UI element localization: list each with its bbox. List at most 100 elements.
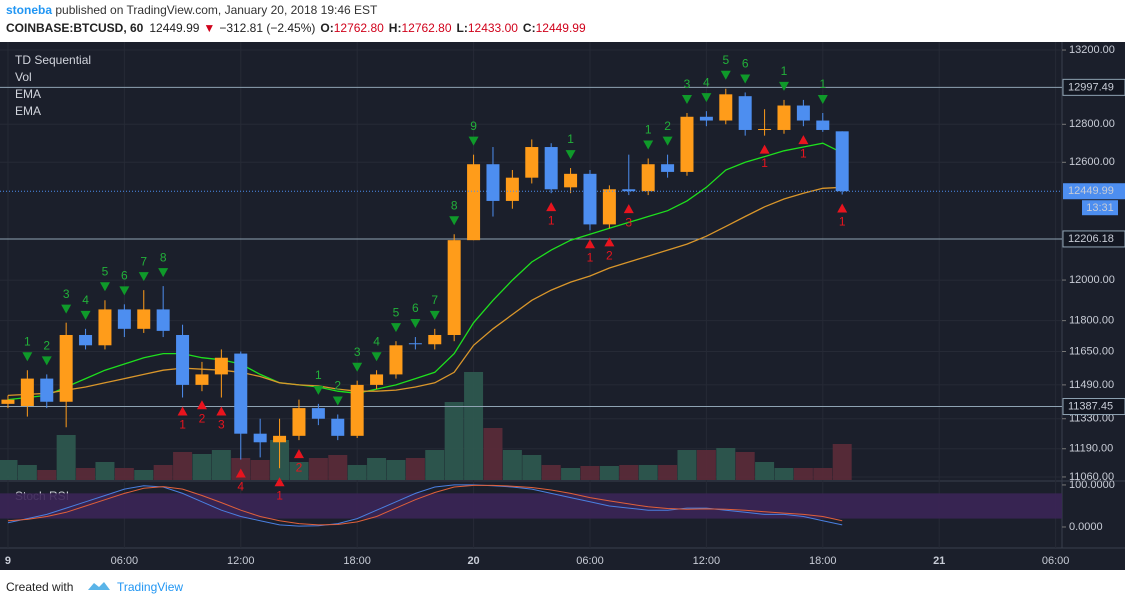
- td-triangle: [604, 237, 615, 247]
- header-line-2: COINBASE:BTCUSD, 60 12449.99 ▼ −312.81 (−2.…: [6, 21, 586, 35]
- td-count: 1: [781, 64, 788, 78]
- legend: TD Sequential Vol EMA EMA Stoch RSI: [15, 53, 91, 503]
- td-count: 2: [664, 119, 671, 133]
- td-count: 2: [199, 411, 206, 425]
- td-triangle: [293, 449, 304, 459]
- td-count: 1: [179, 418, 186, 432]
- last-price-label: 12449.99: [1068, 185, 1114, 197]
- stoch-band: [0, 493, 1062, 519]
- stoch-tick-label: 100.0000: [1069, 479, 1115, 491]
- candle-body: [408, 343, 422, 345]
- candle-body: [253, 433, 267, 443]
- td-count: 4: [237, 480, 244, 494]
- candle-body: [234, 353, 248, 434]
- td-triangle: [429, 310, 440, 320]
- td-count: 7: [431, 293, 438, 307]
- td-count: 1: [548, 213, 555, 227]
- volume-bar: [716, 448, 736, 480]
- td-count: 7: [140, 254, 147, 268]
- y-tick-label: 11330.00: [1069, 413, 1114, 425]
- td-triangle: [138, 272, 149, 282]
- legend-item[interactable]: Vol: [15, 70, 32, 84]
- volume-bar: [793, 468, 813, 480]
- author[interactable]: stoneba: [6, 3, 52, 17]
- td-triangle: [643, 140, 654, 150]
- y-tick-label: 13200.00: [1069, 44, 1115, 56]
- td-count: 8: [451, 198, 458, 212]
- volume-bar: [619, 465, 639, 480]
- candle-body: [661, 164, 675, 172]
- x-tick-label: 06:00: [576, 555, 604, 567]
- countdown: 13:31: [1086, 202, 1114, 214]
- y-tick-label: 11650.00: [1069, 345, 1114, 357]
- ohlc-key: H:: [389, 21, 402, 35]
- td-triangle: [390, 323, 401, 333]
- x-tick-label: 06:00: [1042, 555, 1070, 567]
- td-triangle: [449, 216, 460, 226]
- volume-bar: [386, 460, 406, 480]
- candle-body: [816, 120, 830, 130]
- stoch-line: [7, 484, 843, 527]
- candle-body: [59, 334, 73, 402]
- legend-item[interactable]: TD Sequential: [15, 53, 91, 67]
- candle-body: [273, 435, 287, 443]
- candle-body: [447, 240, 461, 335]
- candle-body: [505, 177, 519, 201]
- y-tick-label: 12600.00: [1069, 156, 1115, 168]
- volume-bar: [211, 450, 231, 480]
- y-tick-label: 11060.00: [1069, 471, 1114, 483]
- header-line-1: stoneba published on TradingView.com, Ja…: [6, 3, 378, 17]
- volume-bar: [580, 466, 600, 480]
- td-count: 1: [24, 334, 31, 348]
- last-price-box: [1063, 183, 1125, 200]
- down-arrow: ▼: [203, 21, 215, 35]
- td-count: 1: [839, 215, 846, 229]
- td-triangle: [332, 396, 343, 406]
- x-tick-label: 20: [467, 555, 479, 567]
- td-count: 5: [393, 305, 400, 319]
- y-tick-label: 11490.00: [1069, 379, 1114, 391]
- td-count: 3: [218, 418, 225, 432]
- candle-body: [98, 309, 112, 346]
- td-triangle: [274, 477, 285, 487]
- td-triangle: [196, 400, 207, 410]
- volume-bar: [308, 458, 328, 480]
- footer-created: Created with: [6, 580, 73, 594]
- td-triangle: [623, 204, 634, 214]
- tv-logo[interactable]: [88, 582, 110, 590]
- volume-bar: [696, 450, 716, 480]
- td-count: 4: [373, 334, 380, 348]
- volume-bar: [677, 450, 697, 480]
- footer-bg: [0, 570, 1125, 605]
- price-label-box: [1062, 398, 1125, 416]
- x-tick-label: 12:00: [693, 555, 721, 567]
- y-tick-label: 12000.00: [1069, 274, 1115, 286]
- candle-body: [641, 164, 655, 192]
- candle-body: [525, 147, 539, 178]
- y-tick-label: 12800.00: [1069, 118, 1115, 130]
- candle-body: [564, 173, 578, 188]
- published: published on TradingView.com, January 20…: [52, 3, 378, 17]
- candle-body: [758, 129, 772, 131]
- volume-bar: [367, 458, 387, 480]
- footer-brand[interactable]: TradingView: [117, 580, 183, 594]
- volume-bar: [405, 458, 425, 480]
- stoch-line: [7, 484, 843, 526]
- td-count: 8: [160, 250, 167, 264]
- ohlc-key: L:: [457, 21, 468, 35]
- volume-bar: [192, 454, 212, 480]
- candle-body: [292, 408, 306, 436]
- td-triangle: [352, 362, 363, 372]
- legend-item[interactable]: EMA: [15, 87, 41, 101]
- candle-body: [835, 131, 849, 192]
- price-label-box: [1062, 78, 1125, 96]
- x-tick-label: 12:00: [227, 555, 255, 567]
- ohlc-val: 12762.80: [334, 21, 384, 35]
- td-count: 1: [800, 146, 807, 160]
- volume-bar: [599, 466, 619, 480]
- td-count: 1: [587, 250, 594, 264]
- candle-body: [777, 105, 791, 130]
- x-tick-label: 18:00: [809, 555, 837, 567]
- volume-bar: [134, 470, 154, 480]
- legend-item[interactable]: EMA: [15, 104, 41, 118]
